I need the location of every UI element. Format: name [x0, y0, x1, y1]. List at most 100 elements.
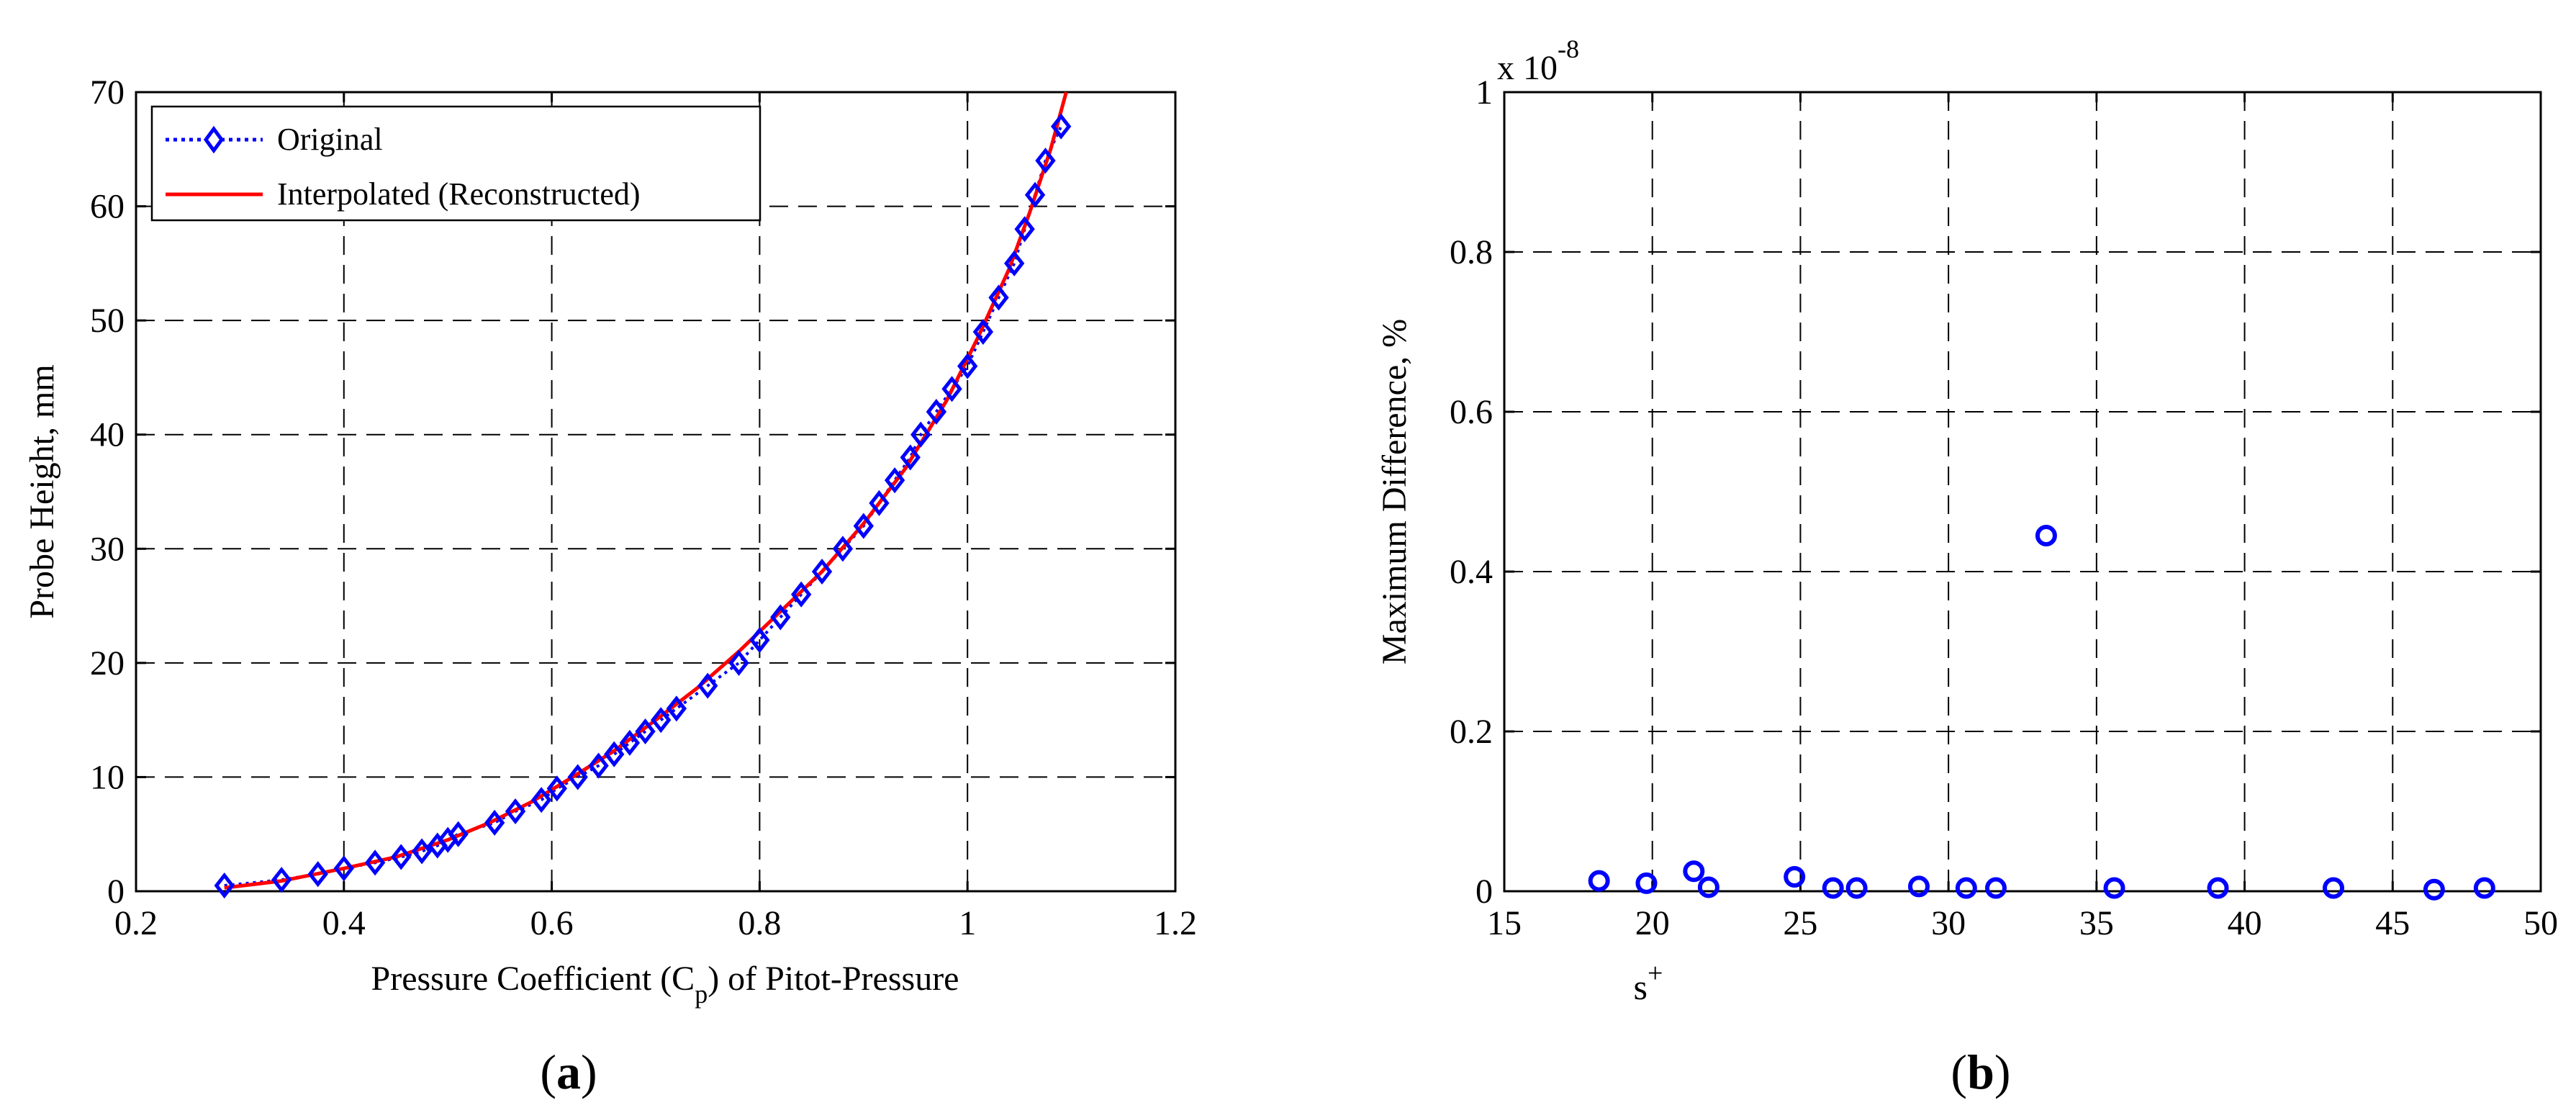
original-data-point [391, 844, 412, 870]
original-data-point [1050, 113, 1072, 140]
original-data-point [697, 672, 718, 699]
original-data-point [1014, 216, 1035, 243]
original-series-line [224, 125, 1062, 888]
original-data-point [900, 444, 921, 471]
x-tick-label: 1 [959, 904, 976, 942]
scatter-point [1683, 860, 1705, 883]
x-tick-label: 40 [2228, 904, 2262, 942]
panel-a-letter: a [556, 1045, 581, 1099]
panel-b-grid [1504, 92, 2541, 891]
panel-a-grid [136, 92, 1175, 891]
panel-a-x-axis-label: Pressure Coefficient (Cp) of Pitot-Press… [371, 960, 959, 1009]
scatter-point [1845, 877, 1868, 899]
scatter-point [2207, 877, 2229, 899]
x-tick-label: 0.8 [738, 904, 781, 942]
y-tick-label: 0.6 [1450, 393, 1493, 431]
scatter-point [2323, 877, 2344, 899]
original-data-point [1035, 148, 1056, 174]
scatter-point [1822, 877, 1844, 899]
scatter-point [1908, 875, 1930, 898]
x-label-tail: ) of Pitot-Pressure [708, 960, 959, 998]
y-tick-label: 0.8 [1450, 233, 1493, 271]
scatter-point [2473, 877, 2495, 899]
original-data-point [448, 821, 469, 847]
original-data-point [635, 718, 656, 745]
original-data-point [790, 581, 812, 608]
original-data-point [1004, 250, 1025, 276]
legend-box [150, 105, 761, 222]
x-tick-label: 45 [2375, 904, 2410, 942]
scatter-point [1588, 870, 1610, 892]
scatter-point [1635, 872, 1658, 894]
scatter-point [1955, 877, 1977, 899]
x-tick-label: 35 [2079, 904, 2114, 942]
original-data-point [411, 838, 433, 865]
panel-a-ticks [135, 91, 1177, 893]
panel-b-chart: 15 20 25 30 35 40 45 50 0 0.2 0.4 0.6 0.8 1 x 10-8 s… [1375, 35, 2558, 1099]
original-data-point [728, 649, 749, 676]
y-tick-label: 30 [90, 530, 125, 568]
x-tick-label: 25 [1783, 904, 1817, 942]
legend-original-marker [203, 125, 225, 154]
x-tick-label: 50 [2523, 904, 2558, 942]
panel-a-label: (a) [540, 1045, 597, 1099]
panel-b-plot-frame [1503, 91, 2542, 893]
original-data-point [567, 764, 588, 790]
original-data-point [1024, 181, 1046, 208]
panel-b-x-axis-label: s+ [1634, 958, 1663, 1007]
panel-a-legend: Original Interpolated (Reconstructed) [150, 105, 761, 222]
y-tick-label: 1 [1475, 73, 1493, 112]
original-data-point [307, 861, 328, 888]
y-tick-label: 40 [90, 416, 125, 454]
panel-a-plot-frame [135, 91, 1177, 893]
x-label-subscript: p [695, 980, 708, 1009]
original-data-point [853, 513, 874, 539]
x-tick-label: 0.2 [114, 904, 158, 942]
y-tick-label: 0 [1475, 873, 1493, 911]
scatter-point [2035, 525, 2057, 547]
original-data-point [333, 855, 354, 882]
panel-b-x-tick-labels: 15 20 25 30 35 40 45 50 [1487, 904, 2558, 942]
exponent-base: x 10 [1497, 49, 1558, 87]
scatter-point [1697, 876, 1719, 898]
y-tick-label: 0.2 [1450, 713, 1493, 751]
original-data-point [770, 604, 791, 631]
y-tick-label: 0.4 [1450, 553, 1493, 591]
x-tick-label: 0.4 [322, 904, 366, 942]
original-data-point [957, 353, 978, 379]
panel-b-label: (b) [1951, 1045, 2010, 1099]
y-tick-label: 60 [90, 188, 125, 226]
original-data-point [910, 421, 931, 448]
original-data-point [988, 284, 1009, 311]
panel-b-exponent: x 10-8 [1497, 35, 1579, 87]
y-tick-label: 20 [90, 644, 125, 682]
x-tick-label: 1.2 [1154, 904, 1197, 942]
original-data-point [926, 398, 947, 425]
legend-original-label: Original [277, 122, 383, 157]
panel-a-x-tick-labels: 0.2 0.4 0.6 0.8 1 1.2 [114, 904, 1197, 942]
original-data-point [484, 809, 505, 836]
panel-a-y-tick-labels: 0 10 20 30 40 50 60 70 [90, 73, 125, 911]
scatter-point [1984, 877, 2007, 899]
original-data-point [884, 467, 905, 494]
y-tick-label: 0 [107, 873, 125, 911]
original-data-point [972, 318, 994, 346]
panel-b-ticks [1503, 91, 2542, 893]
scatter-point [1784, 866, 1806, 888]
original-data-point [619, 729, 641, 756]
original-data-point [749, 627, 770, 654]
original-data-point [811, 558, 833, 585]
scatter-point [2423, 878, 2445, 901]
original-data-point [869, 490, 890, 516]
original-data-point [505, 798, 526, 825]
original-data-point [364, 849, 386, 876]
original-data-point [651, 707, 672, 734]
original-data-point [214, 873, 235, 899]
x-tick-label: 0.6 [530, 904, 574, 942]
exponent-power: -8 [1558, 35, 1579, 63]
panel-b-y-tick-labels: 0 0.2 0.4 0.6 0.8 1 [1450, 73, 1493, 911]
y-tick-label: 70 [90, 73, 125, 112]
x-label-superscript: + [1648, 958, 1663, 988]
original-data-point [941, 376, 962, 402]
